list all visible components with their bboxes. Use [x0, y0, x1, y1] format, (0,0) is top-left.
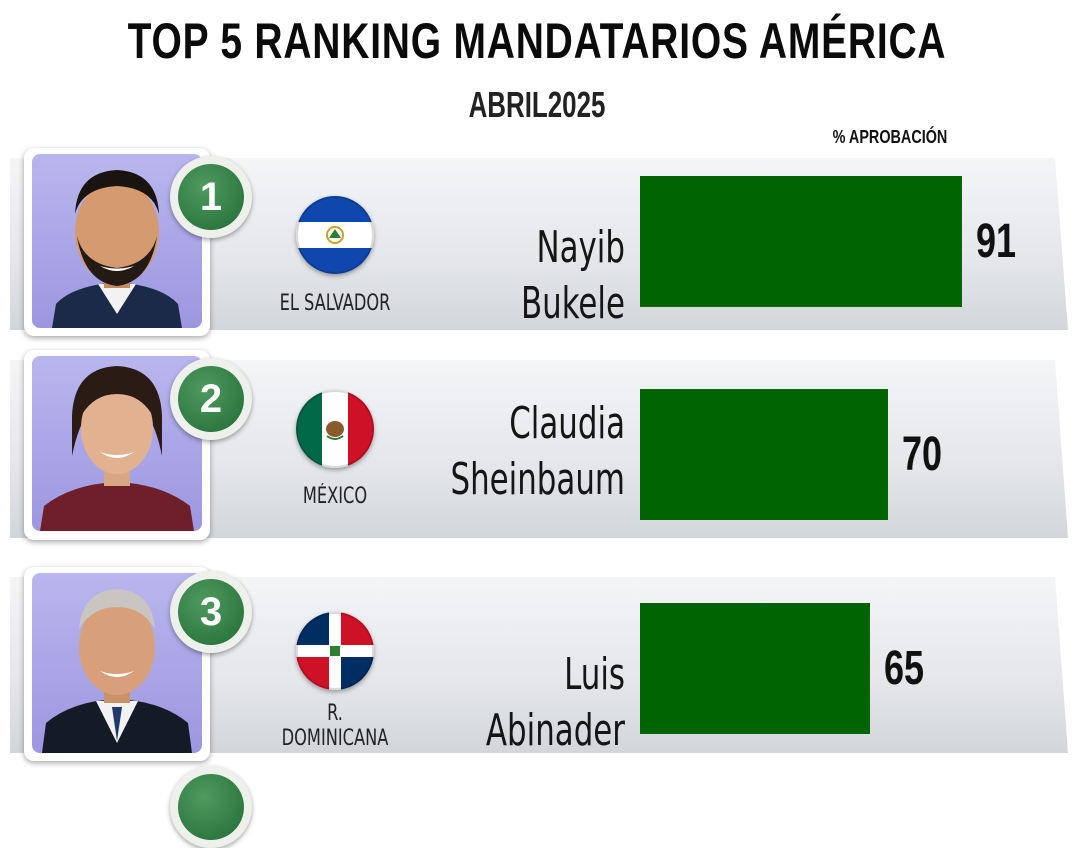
ranking-row-3: 3 R. DOMINICANA Luis Abinader 65 — [0, 567, 1074, 767]
leader-name: Luis Abinader — [446, 647, 625, 759]
mexico-flag-icon — [296, 390, 374, 468]
chart-title: TOP 5 RANKING MANDATARIOS AMÉRICA — [127, 13, 947, 69]
rank-badge: 1 — [170, 156, 252, 238]
value-column-label: % APROBACIÓN — [832, 127, 948, 147]
el-salvador-flag-icon — [296, 196, 374, 274]
rank-badge — [170, 766, 252, 848]
rank-number: 2 — [178, 366, 244, 432]
rank-badge: 3 — [170, 571, 252, 653]
leader-name: Nayib Bukele — [446, 220, 625, 332]
person-portrait-icon — [42, 589, 192, 753]
ranking-row-2: 2 MÉXICO Claudia Sheinbaum 70 — [0, 350, 1074, 545]
approval-value: 65 — [884, 642, 925, 695]
portrait-photo — [32, 573, 202, 753]
person-portrait-icon — [40, 366, 194, 531]
chart-subtitle: ABRIL2025 — [468, 84, 606, 125]
rank-badge: 2 — [170, 358, 252, 440]
approval-bar — [640, 603, 870, 734]
leader-name-line: Sheinbaum — [450, 454, 625, 505]
leader-name: Claudia Sheinbaum — [446, 396, 625, 508]
country-label: EL SALVADOR — [279, 291, 391, 316]
country-label: MÉXICO — [302, 484, 368, 509]
leader-name-line: Luis Abinader — [485, 649, 625, 756]
portrait-photo — [32, 356, 202, 531]
leader-name-line: Nayib Bukele — [520, 222, 625, 329]
leader-name-line: Claudia — [509, 398, 625, 449]
dominican-republic-flag-icon — [296, 612, 374, 690]
portrait-card — [24, 567, 210, 761]
portrait-photo — [32, 154, 202, 328]
rank-number: 3 — [178, 579, 244, 645]
rank-number: 1 — [178, 164, 244, 230]
approval-value: 91 — [976, 215, 1017, 268]
person-portrait-icon — [52, 170, 182, 328]
portrait-card — [24, 350, 210, 540]
ranking-row-1: 1 EL SALVADOR Nayib Bukele 91 — [0, 148, 1074, 338]
approval-bar — [640, 389, 888, 520]
country-label: R. DOMINICANA — [281, 701, 389, 751]
approval-bar — [640, 176, 962, 307]
approval-value: 70 — [901, 428, 942, 481]
